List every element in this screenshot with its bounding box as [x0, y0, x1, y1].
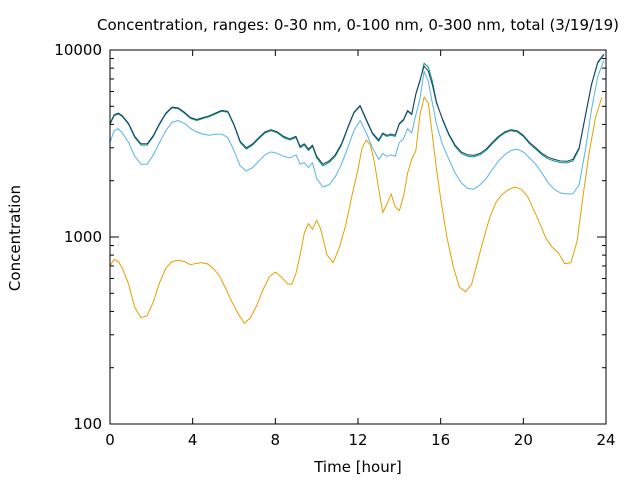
x-axis-label: Time [hour] [313, 458, 402, 476]
x-tick-label: 12 [348, 431, 367, 449]
x-tick-label: 24 [596, 431, 615, 449]
x-tick-label: 4 [188, 431, 198, 449]
chart-title: Concentration, ranges: 0-30 nm, 0-100 nm… [97, 16, 619, 34]
x-tick-label: 0 [105, 431, 115, 449]
y-tick-label: 10000 [54, 41, 102, 59]
series-line-3 [109, 54, 605, 167]
series-layer [109, 53, 605, 324]
x-tick-label: 8 [271, 431, 281, 449]
x-tick-label: 20 [514, 431, 533, 449]
series-line-4 [109, 53, 605, 165]
x-tick-label: 16 [431, 431, 450, 449]
series-line-1 [109, 96, 603, 324]
plot-frame [109, 49, 607, 425]
tick-layer: 0 4 8 12 16 20 24 100 1000 10000 [54, 41, 615, 449]
y-tick-label: 1000 [64, 228, 102, 246]
y-tick-label: 100 [73, 415, 102, 433]
y-axis-label: Concentration [6, 185, 24, 291]
series-line-2 [109, 60, 605, 195]
